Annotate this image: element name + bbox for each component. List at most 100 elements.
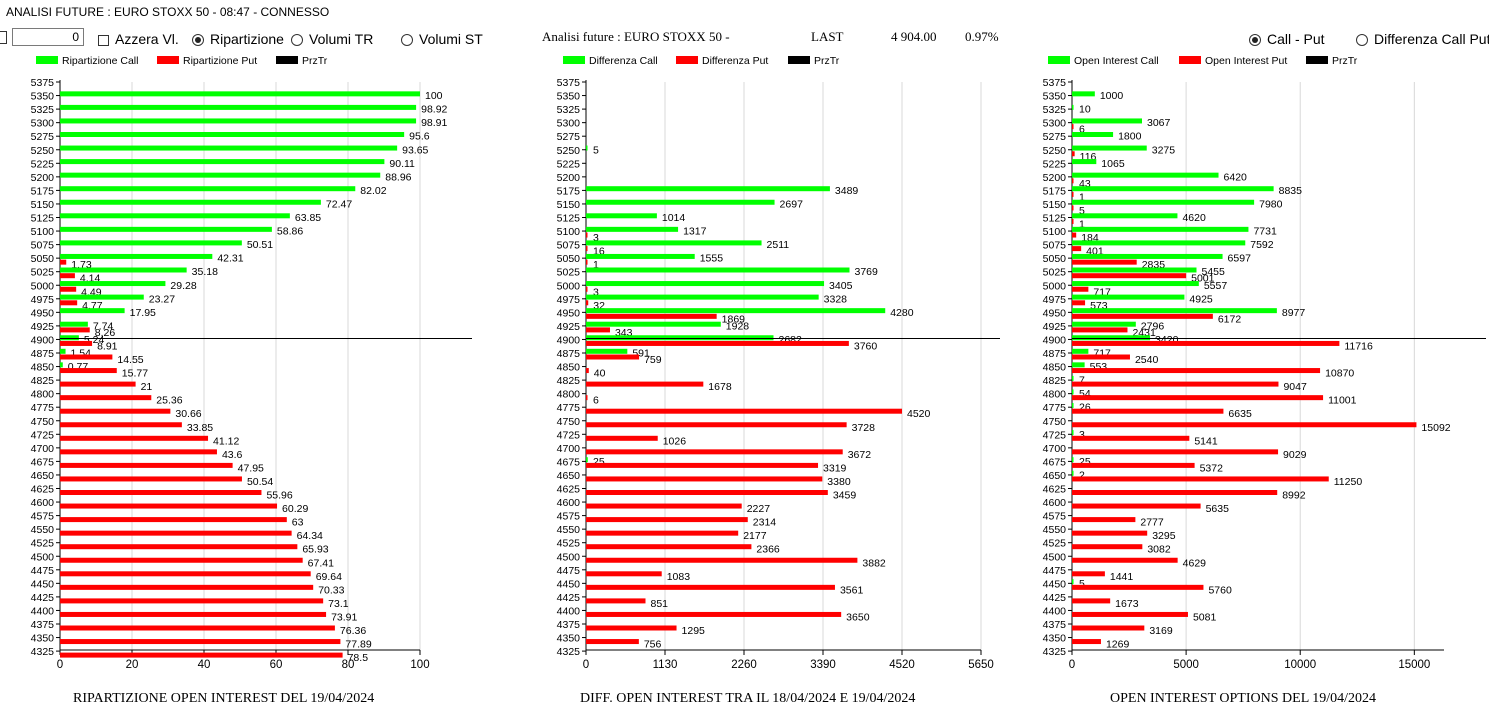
put-value-label: 851: [650, 598, 668, 610]
call-bar: [1072, 362, 1085, 368]
call-value-label: 58.86: [277, 226, 303, 238]
legend-label: Open Interest Put: [1205, 55, 1287, 67]
call-value-label: 1800: [1118, 131, 1142, 143]
put-bar: [60, 286, 77, 292]
strike-label: 4850: [31, 362, 55, 374]
put-bar: [60, 449, 217, 455]
radio-volumi-tr[interactable]: Volumi TR: [291, 31, 373, 47]
strike-label: 4475: [557, 565, 581, 577]
put-value-label: 3: [593, 232, 599, 244]
x-tick-label: 0: [57, 659, 63, 671]
radio-ripartizione[interactable]: Ripartizione: [192, 31, 284, 47]
put-bar: [60, 598, 324, 604]
radio-volumi-tr-dot[interactable]: [291, 34, 303, 46]
radio-call-put-dot[interactable]: [1249, 34, 1261, 46]
call-bar: [586, 199, 775, 205]
radio-differenza-dot[interactable]: [1356, 34, 1368, 46]
call-bar: [1072, 172, 1219, 178]
put-bar: [586, 368, 589, 374]
x-tick-label: 100: [410, 659, 429, 671]
strike-label: 5275: [557, 131, 581, 143]
strike-label: 4400: [557, 605, 581, 617]
strike-label: 5275: [1043, 131, 1067, 143]
radio-volumi-st-dot[interactable]: [401, 34, 413, 46]
strike-label: 4475: [1043, 565, 1067, 577]
strike-label: 5200: [1043, 172, 1067, 184]
legend-swatch: [563, 56, 585, 64]
call-bar: [1072, 294, 1185, 300]
call-value-label: 1065: [1101, 158, 1125, 170]
legend-swatch: [676, 56, 698, 64]
put-value-label: 47.95: [238, 462, 264, 474]
put-bar: [60, 368, 117, 374]
call-bar: [60, 348, 66, 354]
put-value-label: 67.41: [308, 557, 334, 569]
strike-label: 5100: [557, 226, 581, 238]
put-bar: [1072, 639, 1101, 645]
radio-volumi-st[interactable]: Volumi ST: [401, 31, 483, 47]
call-value-label: 3489: [835, 185, 859, 197]
call-value-label: 98.92: [421, 104, 447, 116]
radio-call-put-label: Call - Put: [1267, 31, 1325, 47]
put-bar: [586, 300, 589, 306]
put-bar: [60, 300, 78, 306]
strike-label: 5350: [557, 91, 581, 103]
radio-differenza[interactable]: Differenza Call Put: [1356, 31, 1489, 47]
strike-label: 4725: [557, 429, 581, 441]
put-value-label: 15092: [1421, 422, 1450, 434]
call-bar: [1072, 118, 1142, 124]
azzera-label: Azzera Vl.: [115, 31, 179, 47]
put-bar: [586, 530, 739, 536]
put-bar: [1072, 327, 1128, 333]
put-value-label: 25.36: [156, 395, 182, 407]
put-value-label: 1026: [663, 435, 687, 447]
call-bar: [586, 253, 695, 259]
strike-label: 5125: [1043, 213, 1067, 225]
strike-label: 5250: [1043, 145, 1067, 157]
radio-call-put[interactable]: Call - Put: [1249, 31, 1325, 47]
strike-label: 4550: [557, 524, 581, 536]
put-bar: [60, 584, 314, 590]
put-bar: [60, 381, 136, 387]
put-value-label: 3882: [862, 557, 886, 569]
put-bar: [586, 490, 828, 495]
put-bar: [586, 246, 588, 252]
azzera-checkbox-box[interactable]: [98, 35, 109, 46]
azzera-checkbox[interactable]: Azzera Vl.: [98, 31, 179, 47]
strike-label: 4875: [1043, 348, 1067, 360]
strike-label: 5225: [31, 158, 55, 170]
strike-label: 4575: [557, 511, 581, 523]
legend-swatch: [1048, 56, 1070, 64]
put-value-label: 3: [593, 286, 599, 298]
clipped-checkbox[interactable]: [0, 31, 7, 44]
put-bar: [60, 652, 343, 658]
call-bar: [586, 457, 588, 463]
call-value-label: 82.02: [360, 185, 386, 197]
call-value-label: 3769: [854, 266, 878, 278]
put-bar: [1072, 557, 1178, 563]
put-value-label: 1441: [1110, 571, 1134, 583]
strike-label: 4350: [1043, 633, 1067, 645]
strike-label: 5275: [31, 131, 55, 143]
x-tick-label: 2260: [731, 659, 757, 671]
strike-label: 4800: [557, 389, 581, 401]
call-bar: [1072, 579, 1074, 585]
put-bar: [586, 462, 819, 468]
strike-label: 5300: [557, 118, 581, 130]
put-bar: [586, 517, 748, 523]
put-bar: [1072, 232, 1077, 238]
put-value-label: 33.85: [187, 422, 213, 434]
radio-ripartizione-dot[interactable]: [192, 34, 204, 46]
put-bar: [586, 503, 742, 509]
strike-label: 5100: [31, 226, 55, 238]
call-bar: [1072, 213, 1178, 219]
call-bar: [60, 91, 420, 97]
strike-label: 4750: [1043, 416, 1067, 428]
put-bar: [1072, 395, 1324, 401]
call-bar: [60, 172, 381, 178]
value-input[interactable]: 0: [12, 28, 84, 46]
put-bar: [1072, 259, 1137, 265]
call-bar: [1072, 430, 1074, 436]
put-bar: [586, 395, 588, 401]
put-bar: [1072, 625, 1145, 631]
